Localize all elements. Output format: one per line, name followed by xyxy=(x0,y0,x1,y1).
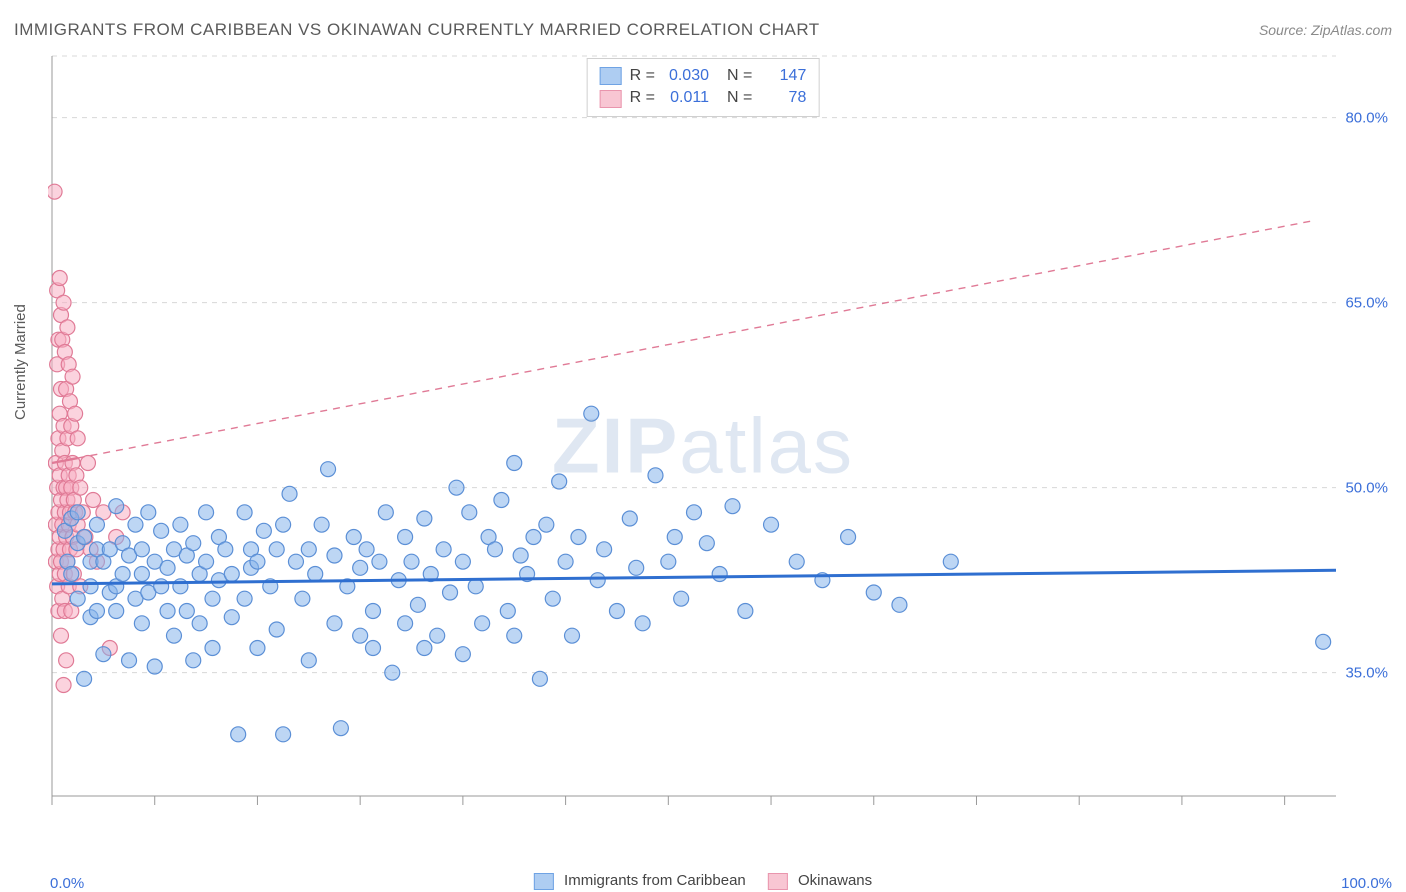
y-tick-label: 65.0% xyxy=(1345,294,1388,311)
stats-n-label: N = xyxy=(727,87,752,109)
x-axis-legend: Immigrants from Caribbean Okinawans xyxy=(534,872,872,890)
legend-label-b: Okinawans xyxy=(798,872,872,889)
legend-swatch-a xyxy=(534,873,554,890)
chart-title: IMMIGRANTS FROM CARIBBEAN VS OKINAWAN CU… xyxy=(14,20,820,40)
stats-swatch xyxy=(600,67,622,85)
y-tick-label: 50.0% xyxy=(1345,479,1388,496)
y-tick-label: 80.0% xyxy=(1345,109,1388,126)
legend-item-b: Okinawans xyxy=(768,872,872,890)
stats-swatch xyxy=(600,90,622,108)
x-end-label: 100.0% xyxy=(1341,875,1392,892)
chart-header: IMMIGRANTS FROM CARIBBEAN VS OKINAWAN CU… xyxy=(14,20,1392,40)
y-axis-label: Currently Married xyxy=(12,304,29,420)
stats-n-value: 147 xyxy=(760,65,806,87)
stats-row: R = 0.030 N = 147 xyxy=(600,65,807,87)
legend-label-a: Immigrants from Caribbean xyxy=(564,872,746,889)
stats-n-label: N = xyxy=(727,65,752,87)
stats-row: R = 0.011 N = 78 xyxy=(600,87,807,109)
y-tick-label: 35.0% xyxy=(1345,664,1388,681)
stats-box: R = 0.030 N = 147 R = 0.011 N = 78 xyxy=(587,58,820,117)
x-start-label: 0.0% xyxy=(50,875,84,892)
chart-svg xyxy=(48,50,1392,830)
stats-r-value: 0.011 xyxy=(663,87,709,109)
stats-r-label: R = xyxy=(630,87,655,109)
plot-area xyxy=(48,50,1392,830)
stats-n-value: 78 xyxy=(760,87,806,109)
legend-item-a: Immigrants from Caribbean xyxy=(534,872,746,890)
stats-r-value: 0.030 xyxy=(663,65,709,87)
stats-r-label: R = xyxy=(630,65,655,87)
chart-source: Source: ZipAtlas.com xyxy=(1259,22,1392,38)
legend-swatch-b xyxy=(768,873,788,890)
